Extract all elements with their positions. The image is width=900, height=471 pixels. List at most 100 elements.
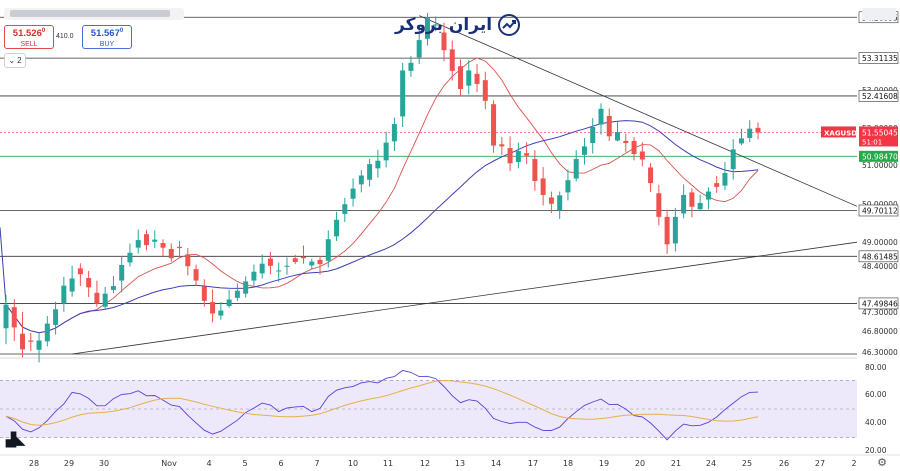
price-tick-label: 47.30000 [862,308,898,317]
candle [325,230,331,268]
symbol-tag-box [821,126,856,138]
candle [681,184,687,219]
candle-body [201,286,207,301]
candle [424,13,430,46]
rsi-tick-label: 60.00 [865,390,887,399]
candle-body [94,292,100,304]
candle-body [177,246,183,249]
candle-body [524,153,530,156]
candle [441,22,447,62]
candle [292,254,298,265]
candle-body [730,149,736,170]
candle-body [77,268,83,275]
candle-body [391,124,397,142]
level-price-box [858,52,899,64]
time-tick-label: 18 [563,459,573,468]
level-lines [0,16,857,355]
candle-body [383,142,389,161]
buy-button[interactable]: 51.5670 BUY [82,25,132,49]
candle-body [623,140,629,144]
candle [276,262,282,282]
sell-button[interactable]: 51.5260 SELL [4,25,54,49]
time-tick-label: 24 [706,459,716,468]
candle [557,191,563,219]
candle [11,299,17,341]
candle [689,188,695,218]
candle [581,137,587,165]
candle [515,142,521,169]
candle [102,286,108,309]
candle [143,229,149,251]
candle [193,264,199,287]
level-price-label: 48.61485 [862,252,898,261]
gear-icon[interactable]: ⚙ [877,457,887,469]
candle [383,131,389,168]
candle-body [3,304,9,329]
candle-body [491,104,497,146]
candle [309,258,315,270]
candle-body [193,269,199,281]
rsi-tick-label: 40.00 [865,418,887,427]
time-tick-label: 6 [278,459,283,468]
candle-body [152,239,158,242]
chevron-down-icon: ⌄ [8,56,16,65]
level-price-box [858,297,899,310]
candle-body [20,333,26,350]
slow-moving-average [0,120,759,334]
candle [119,256,125,293]
candle-body [689,192,695,207]
candle [185,248,191,276]
candle-body [573,159,579,179]
candle [548,191,554,214]
candle [730,139,736,180]
time-tick-label: 30 [99,459,109,468]
time-tick-label: 10 [348,459,358,468]
candle [391,117,397,152]
level-price-box [858,204,899,217]
level-price-box [858,250,899,263]
candle-body [251,271,257,281]
candle-body [61,285,67,304]
candle [532,150,538,191]
candle-body [499,144,505,147]
candle [86,270,92,298]
candle [507,136,513,171]
candle-body [590,126,596,144]
candle [342,197,348,222]
candle [61,276,67,312]
candle [135,229,141,254]
candle-body [11,307,17,328]
candle-body [300,256,306,259]
candle-body [143,234,149,246]
candle [598,103,604,135]
candle-body [697,202,703,210]
candle [474,64,480,92]
green-level-box [859,150,898,162]
time-tick-label: 28 [29,459,39,468]
time-tick-label: 14 [491,459,501,468]
candle-body [581,146,587,155]
candle-body [28,340,34,342]
candle-body [433,24,439,26]
candle-body [234,290,240,298]
candle [631,137,637,161]
price-tick-label: 48.40000 [862,262,898,271]
rsi-band-layer [0,357,900,438]
candle [177,240,183,258]
resistance-trendline [419,15,858,207]
candle-body [656,193,662,217]
time-tick-label: 11 [383,459,393,468]
candle-body [441,32,447,51]
collapse-indicators-button[interactable]: ⌄ 2 [4,53,26,68]
candle-body [334,219,340,237]
candle [697,194,703,210]
candle [218,302,224,320]
spread-value: 410.0 [56,33,74,40]
candle [234,283,240,301]
candle-body [648,167,654,184]
price-tick-label: 46.30000 [862,348,898,357]
candle-body [317,259,323,265]
price-tick-label: 50.00000 [862,200,898,209]
hamburger-menu-icon[interactable] [862,8,896,20]
